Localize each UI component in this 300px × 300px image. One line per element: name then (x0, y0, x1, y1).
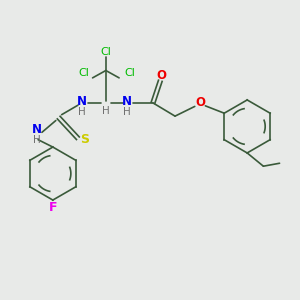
Text: N: N (122, 95, 132, 108)
Text: O: O (157, 69, 167, 82)
Text: O: O (195, 96, 205, 110)
Text: Cl: Cl (124, 68, 135, 78)
Text: H: H (78, 107, 86, 117)
Text: S: S (80, 133, 89, 146)
Text: Cl: Cl (78, 68, 89, 78)
Text: N: N (32, 123, 42, 136)
Text: H: H (102, 106, 110, 116)
Text: H: H (124, 107, 131, 117)
Text: Cl: Cl (100, 47, 111, 57)
Text: N: N (77, 95, 87, 108)
Text: H: H (33, 135, 41, 145)
Text: F: F (49, 201, 57, 214)
